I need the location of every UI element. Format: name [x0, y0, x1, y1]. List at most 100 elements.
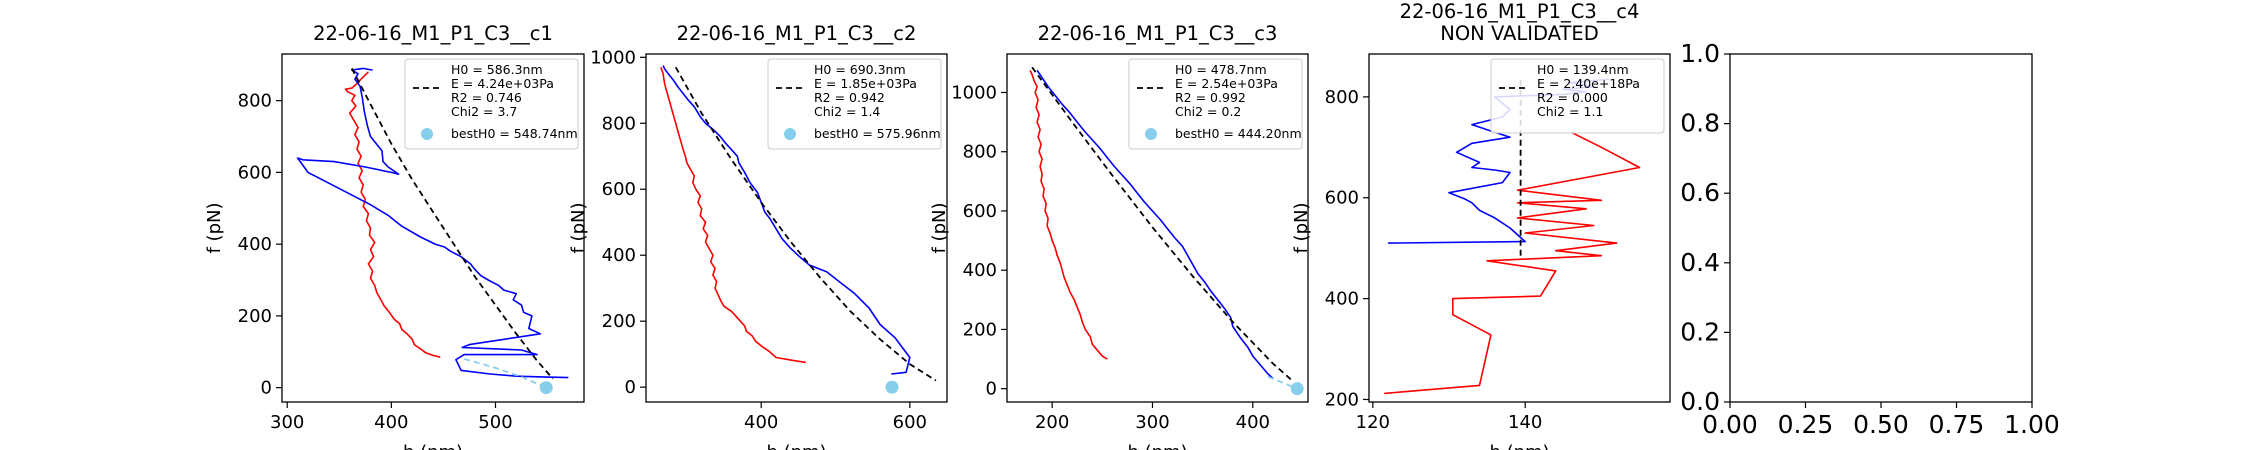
legend-entry: Chi2 = 0.2	[1175, 104, 1241, 119]
y-tick-label: 200	[963, 319, 997, 340]
series-line-2	[662, 65, 911, 375]
legend-box	[1128, 58, 1303, 150]
y-tick-label: 0	[625, 377, 636, 398]
axes-frame	[281, 53, 585, 403]
y-tick-label: 800	[1325, 87, 1359, 108]
x-tick-label: 400	[374, 412, 408, 433]
x-tick-label: 0.00	[1702, 410, 1758, 439]
subplot-1: 300 400 500 0 200 400 600 800 h (nm) f (pN) 22-06-…	[204, 22, 585, 450]
series-line-1	[1384, 131, 1641, 395]
legend-entry: E = 1.85e+03Pa	[814, 76, 917, 91]
legend-entry: E = 2.54e+03Pa	[1175, 76, 1278, 91]
y-tick-label: 600	[963, 201, 997, 222]
series-line-2	[296, 67, 569, 379]
y-tick-label: 1000	[590, 47, 636, 68]
x-tick-label: 300	[1135, 412, 1169, 433]
y-tick-label: 400	[1325, 289, 1359, 310]
y-tick-label: 800	[963, 142, 997, 163]
y-tick-label: 600	[602, 179, 636, 200]
y-tick-label: 0.4	[1680, 248, 1720, 277]
legend-point-label: bestH0 = 548.74nm	[451, 126, 578, 141]
legend-entry: Chi2 = 3.7	[451, 104, 517, 119]
legend-entry: H0 = 690.3nm	[814, 62, 906, 77]
legend-point-label: bestH0 = 444.20nm	[1175, 126, 1302, 141]
series-line-1	[344, 71, 441, 358]
legend-entry: R2 = 0.992	[1175, 90, 1246, 105]
x-tick-label: 140	[1508, 412, 1542, 433]
legend-box	[404, 58, 579, 150]
x-tick-label: 0.25	[1778, 410, 1834, 439]
x-tick-label: 400	[744, 412, 778, 433]
best-h0-point	[885, 380, 899, 394]
y-tick-label: 800	[238, 91, 272, 112]
y-axis-label: f (pN)	[1291, 203, 1312, 254]
x-axis-label: h (nm)	[1489, 442, 1549, 450]
chart-title: 22-06-16_M1_P1_C3__c2	[677, 22, 917, 45]
y-tick-label: 1000	[951, 83, 997, 104]
legend-box	[767, 58, 942, 150]
legend-point-marker	[1145, 128, 1157, 140]
chart-subtitle: NON VALIDATED	[1440, 22, 1599, 45]
series-line-1	[1029, 69, 1108, 360]
y-tick-label: 400	[602, 245, 636, 266]
legend-entry: R2 = 0.746	[451, 90, 522, 105]
legend-point-label: bestH0 = 575.96nm	[814, 126, 941, 141]
series-line-3	[1031, 66, 1294, 382]
y-tick-label: 600	[1325, 188, 1359, 209]
x-axis-label: h (nm)	[1127, 442, 1187, 450]
legend-entry: Chi2 = 1.1	[1537, 104, 1603, 119]
y-axis-label: f (pN)	[929, 203, 950, 254]
legend-box	[1490, 58, 1665, 134]
x-tick-label: 300	[270, 412, 304, 433]
y-tick-label: 200	[238, 306, 272, 327]
y-tick-label: 0.2	[1680, 317, 1720, 346]
y-tick-label: 0.8	[1680, 109, 1720, 138]
legend-entry: E = 2.40e+18Pa	[1537, 76, 1640, 91]
legend-point-marker	[421, 128, 433, 140]
y-tick-label: 1.0	[1680, 39, 1720, 68]
legend-entry: H0 = 586.3nm	[451, 62, 543, 77]
subplot-2: 400 600 0 200 400 600 800 1000 h (nm) f (pN) 22-06…	[568, 22, 948, 450]
series-line-4	[1267, 375, 1298, 390]
x-tick-label: 500	[478, 412, 512, 433]
axes-frame	[1729, 53, 2033, 403]
y-tick-label: 200	[1325, 389, 1359, 410]
y-tick-label: 800	[602, 113, 636, 134]
subplot-5: 0.00 0.25 0.50 0.75 1.00 0.0 0.2 0.4 0.6 0.8 1.0	[1680, 39, 2060, 439]
series-line-3	[351, 67, 554, 380]
series-line-1	[660, 66, 806, 364]
y-tick-label: 0	[986, 379, 997, 400]
x-tick-label: 600	[893, 412, 927, 433]
subplot-4: 120 140 200 400 600 800 h (nm) f (pN) 22-06-16_M…	[1291, 0, 1671, 450]
x-tick-label: 400	[1236, 412, 1270, 433]
x-tick-label: 0.75	[1929, 410, 1985, 439]
axes-frame	[1006, 53, 1309, 403]
best-h0-point	[1290, 382, 1304, 396]
x-axis-label: h (nm)	[403, 442, 463, 450]
y-axis-label: f (pN)	[204, 203, 225, 254]
y-tick-label: 200	[602, 311, 636, 332]
y-axis-label: f (pN)	[568, 203, 589, 254]
x-tick-label: 1.00	[2004, 410, 2060, 439]
x-tick-label: 120	[1356, 412, 1390, 433]
plot-area	[1029, 66, 1304, 396]
legend-entry: H0 = 478.7nm	[1175, 62, 1267, 77]
series-line-4	[463, 358, 547, 389]
axes-frame	[1368, 53, 1671, 403]
y-tick-label: 600	[238, 162, 272, 183]
y-tick-label: 0	[261, 378, 272, 399]
legend-point-marker	[784, 128, 796, 140]
y-tick-label: 400	[238, 234, 272, 255]
series-line-2	[1036, 69, 1274, 379]
chart-title: 22-06-16_M1_P1_C3__c4	[1400, 0, 1640, 23]
x-tick-label: 0.50	[1853, 410, 1909, 439]
legend-entry: E = 4.24e+03Pa	[451, 76, 554, 91]
series-line-3	[674, 66, 937, 382]
x-axis-label: h (nm)	[766, 442, 826, 450]
legend-entry: Chi2 = 1.4	[814, 104, 880, 119]
plot-area	[660, 65, 937, 394]
